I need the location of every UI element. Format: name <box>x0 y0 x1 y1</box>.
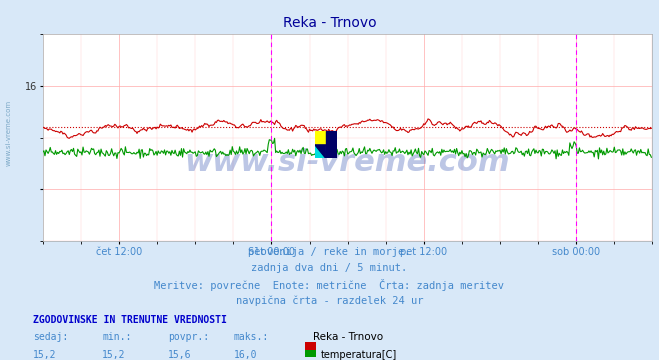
Text: Meritve: povrečne  Enote: metrične  Črta: zadnja meritev: Meritve: povrečne Enote: metrične Črta: … <box>154 279 505 291</box>
Text: 15,2: 15,2 <box>33 350 57 360</box>
Text: sedaj:: sedaj: <box>33 332 68 342</box>
Bar <box>326 131 337 158</box>
Text: min.:: min.: <box>102 332 132 342</box>
Text: www.si-vreme.com: www.si-vreme.com <box>185 148 511 177</box>
Text: temperatura[C]: temperatura[C] <box>321 350 397 360</box>
Text: ZGODOVINSKE IN TRENUTNE VREDNOSTI: ZGODOVINSKE IN TRENUTNE VREDNOSTI <box>33 315 227 325</box>
Text: 15,2: 15,2 <box>102 350 126 360</box>
Text: 16,0: 16,0 <box>234 350 258 360</box>
Polygon shape <box>315 145 326 158</box>
Text: Reka - Trnovo: Reka - Trnovo <box>283 16 376 30</box>
Text: 15,6: 15,6 <box>168 350 192 360</box>
Text: maks.:: maks.: <box>234 332 269 342</box>
Text: www.si-vreme.com: www.si-vreme.com <box>5 100 12 166</box>
Text: zadnja dva dni / 5 minut.: zadnja dva dni / 5 minut. <box>251 263 408 273</box>
Text: povpr.:: povpr.: <box>168 332 209 342</box>
Text: Reka - Trnovo: Reka - Trnovo <box>313 332 383 342</box>
Text: Slovenija / reke in morje.: Slovenija / reke in morje. <box>248 247 411 257</box>
Polygon shape <box>315 145 326 158</box>
Text: navpična črta - razdelek 24 ur: navpična črta - razdelek 24 ur <box>236 295 423 306</box>
Bar <box>315 131 326 145</box>
